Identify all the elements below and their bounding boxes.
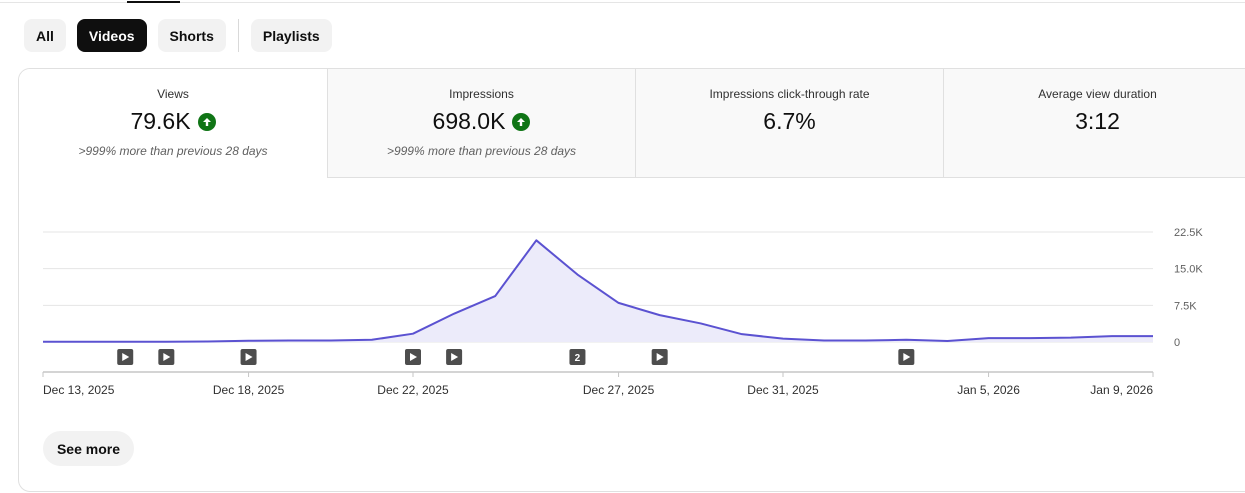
- video-marker[interactable]: [651, 349, 668, 365]
- chip-playlists[interactable]: Playlists: [250, 19, 332, 52]
- content-type-filter: All Videos Shorts Playlists: [24, 19, 343, 52]
- video-marker[interactable]: [898, 349, 915, 365]
- trend-up-icon: [512, 112, 531, 131]
- metric-comparison-note: >999% more than previous 28 days: [78, 144, 268, 158]
- video-marker[interactable]: [240, 349, 257, 365]
- analytics-card: Views 79.6K >999% more than previous 28 …: [18, 68, 1245, 492]
- metric-value: 6.7%: [763, 108, 816, 134]
- video-marker[interactable]: [405, 349, 421, 365]
- video-marker[interactable]: [569, 349, 586, 365]
- metric-value-row: 3:12: [944, 108, 1245, 135]
- chip-shorts[interactable]: Shorts: [157, 19, 226, 52]
- video-marker[interactable]: [446, 349, 463, 365]
- metric-value: 698.0K: [432, 108, 506, 134]
- video-marker[interactable]: [117, 349, 134, 365]
- metric-label: Views: [157, 87, 189, 101]
- metric-value-row: 698.0K: [328, 108, 635, 135]
- active-tab-indicator: [127, 1, 180, 3]
- top-divider: [0, 2, 1245, 3]
- metric-label: Impressions click-through rate: [709, 87, 870, 101]
- metric-label: Impressions: [449, 87, 514, 101]
- metric-value-row: 79.6K: [19, 108, 327, 135]
- chip-all[interactable]: All: [24, 19, 66, 52]
- chip-videos[interactable]: Videos: [76, 19, 147, 52]
- metric-comparison-note: >999% more than previous 28 days: [386, 144, 577, 158]
- metric-tab-avg-view-duration[interactable]: Average view duration 3:12: [943, 69, 1245, 178]
- trend-up-icon: [197, 112, 216, 131]
- see-more-button[interactable]: See more: [43, 431, 134, 466]
- metric-tab-ctr[interactable]: Impressions click-through rate 6.7%: [635, 69, 943, 178]
- metric-tab-impressions[interactable]: Impressions 698.0K >999% more than previ…: [327, 69, 635, 178]
- metric-tabs: Views 79.6K >999% more than previous 28 …: [19, 69, 1245, 178]
- metric-label: Average view duration: [1038, 87, 1157, 101]
- metric-value: 79.6K: [130, 108, 191, 134]
- metric-value: 3:12: [1075, 108, 1120, 134]
- chip-divider: [237, 19, 239, 52]
- metric-tab-views[interactable]: Views 79.6K >999% more than previous 28 …: [19, 69, 327, 178]
- metric-value-row: 6.7%: [636, 108, 943, 135]
- video-marker[interactable]: [158, 349, 175, 365]
